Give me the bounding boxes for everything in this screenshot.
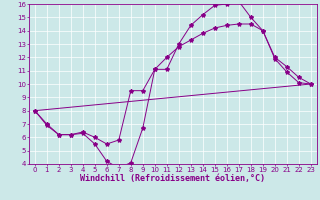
X-axis label: Windchill (Refroidissement éolien,°C): Windchill (Refroidissement éolien,°C) — [80, 174, 265, 183]
